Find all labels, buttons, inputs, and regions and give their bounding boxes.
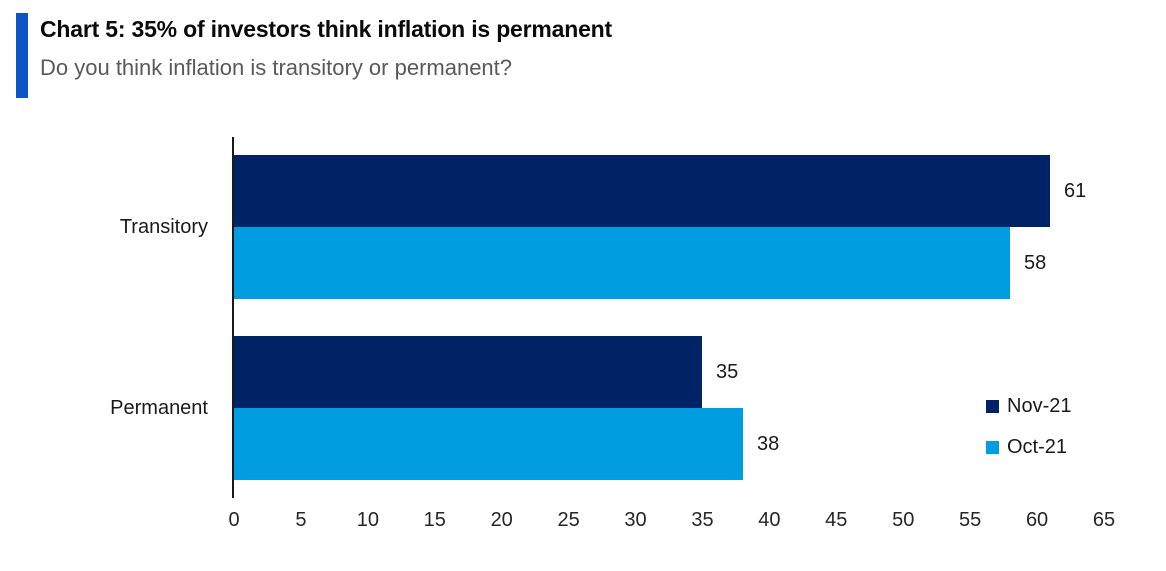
legend-item-oct-21: Oct-21 <box>986 435 1071 459</box>
legend-label: Oct-21 <box>1007 435 1068 458</box>
bar-transitory-oct-21 <box>234 227 1010 299</box>
x-tick-label-55: 55 <box>959 509 982 531</box>
bar-permanent-nov-21 <box>234 336 702 408</box>
x-tick-label-45: 45 <box>825 509 848 531</box>
bar-transitory-nov-21 <box>234 155 1050 227</box>
value-label-transitory-oct-21: 58 <box>1024 252 1047 274</box>
title-accent-bar <box>16 13 28 98</box>
legend-swatch-icon <box>986 440 999 454</box>
value-label-permanent-nov-21: 35 <box>716 361 739 383</box>
legend-label: Nov-21 <box>1007 394 1072 417</box>
x-tick-label-10: 10 <box>356 509 379 531</box>
value-label-permanent-oct-21: 38 <box>757 433 780 455</box>
x-tick-label-0: 0 <box>228 509 240 531</box>
bar-permanent-oct-21 <box>234 408 743 480</box>
y-axis-line <box>232 137 234 498</box>
chart-subtitle: Do you think inflation is transitory or … <box>40 55 513 80</box>
value-label-transitory-nov-21: 61 <box>1064 180 1087 202</box>
x-tick-label-60: 60 <box>1025 509 1049 531</box>
legend-item-nov-21: Nov-21 <box>986 394 1071 418</box>
legend: Nov-21 Oct-21 <box>986 394 1071 476</box>
x-tick-label-5: 5 <box>295 509 307 531</box>
category-label-transitory: Transitory <box>119 216 208 238</box>
x-tick-label-30: 30 <box>624 509 647 531</box>
x-tick-label-25: 25 <box>557 509 580 531</box>
x-tick-label-65: 65 <box>1092 509 1116 531</box>
x-tick-label-15: 15 <box>423 509 446 531</box>
chart-title: Chart 5: 35% of investors think inflatio… <box>40 16 612 42</box>
legend-swatch-icon <box>986 399 999 413</box>
x-tick-label-20: 20 <box>490 509 513 531</box>
x-tick-label-35: 35 <box>691 509 714 531</box>
x-tick-label-50: 50 <box>892 509 915 531</box>
x-tick-label-40: 40 <box>758 509 781 531</box>
category-label-permanent: Permanent <box>110 397 208 419</box>
